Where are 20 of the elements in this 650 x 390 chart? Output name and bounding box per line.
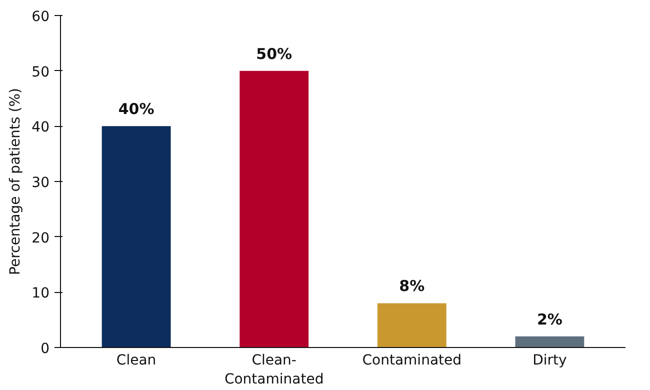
data-label: 50%: [256, 44, 292, 63]
data-label: 8%: [399, 277, 425, 296]
y-tick-label: 60: [32, 9, 50, 25]
y-tick-label: 0: [40, 341, 50, 357]
bar: [377, 303, 446, 348]
x-tick-label: Dirty: [532, 352, 567, 368]
y-tick-label: 50: [32, 64, 50, 80]
y-tick-label: 30: [32, 175, 50, 191]
x-tick-label: Clean: [116, 352, 156, 368]
x-tick-label: Contaminated: [362, 352, 462, 368]
bar: [240, 70, 309, 348]
data-label: 40%: [118, 100, 154, 118]
bar: [102, 126, 171, 348]
data-label: 2%: [536, 310, 562, 328]
x-tick-label: Clean-Contaminated: [224, 352, 324, 388]
y-tick-label: 20: [32, 230, 50, 246]
y-axis-title: Percentage of patients (%): [8, 88, 24, 275]
y-tick-label: 40: [32, 120, 50, 136]
y-tick-label: 10: [32, 286, 50, 302]
bar: [515, 336, 584, 348]
